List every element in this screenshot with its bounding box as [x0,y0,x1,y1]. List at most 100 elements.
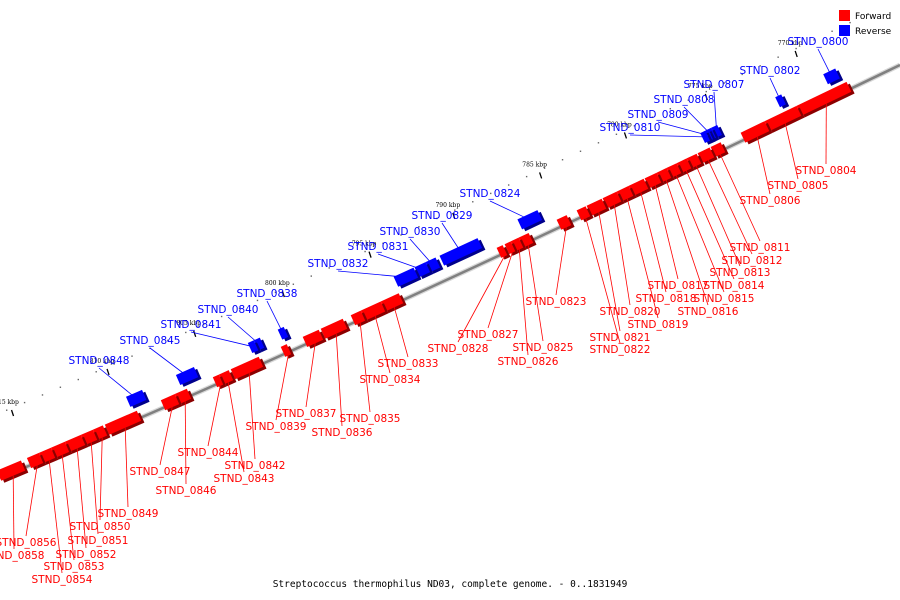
forward-gene-arrow[interactable] [496,245,508,258]
forward-gene-arrow[interactable] [302,329,324,347]
gene-label[interactable]: STND_0844 [178,447,239,459]
reverse-gene-arrow[interactable] [247,340,259,353]
gene-stnd-0849[interactable] [104,410,145,437]
gene-label[interactable]: STND_0827 [458,329,519,341]
gene-label[interactable]: STND_0858 [0,550,45,562]
gene-label[interactable]: STND_0842 [225,460,286,472]
forward-gene-arrow[interactable] [504,241,516,255]
forward-gene-arrow[interactable] [556,215,572,230]
gene-label[interactable]: STND_0806 [740,195,801,207]
gene-stnd-0840[interactable] [253,337,268,353]
gene-stnd-0828[interactable] [496,245,511,260]
gene-label[interactable]: STND_0826 [498,356,559,368]
gene-stnd-0802[interactable] [775,94,790,109]
gene-stnd-0822[interactable] [576,206,594,223]
gene-stnd-0852[interactable] [64,434,89,454]
reverse-gene-arrow[interactable] [253,337,265,351]
gene-stnd-0835[interactable] [350,310,369,327]
reverse-gene-arrow[interactable] [823,68,840,85]
gene-label[interactable]: STND_0835 [340,413,401,425]
gene-label[interactable]: STND_0823 [526,296,587,308]
forward-gene-arrow[interactable] [602,191,622,209]
forward-gene-arrow[interactable] [230,356,264,380]
forward-gene-arrow[interactable] [212,374,224,388]
gene-label[interactable]: STND_0800 [788,36,849,48]
gene-stnd-0823[interactable] [556,215,575,232]
gene-label[interactable]: STND_0816 [678,306,739,318]
forward-gene-arrow[interactable] [26,452,44,469]
gene-label[interactable]: STND_0812 [722,255,783,267]
gene-stnd-0832[interactable] [393,267,422,289]
gene-stnd-0834[interactable] [360,301,389,323]
gene-label[interactable]: STND_0852 [56,549,117,561]
gene-label[interactable]: STND_0832 [308,258,369,270]
gene-label[interactable]: STND_0847 [130,466,191,478]
reverse-gene-arrow[interactable] [517,210,543,230]
gene-stnd-0805[interactable] [764,105,805,133]
gene-label[interactable]: STND_0837 [276,408,337,420]
gene-label[interactable]: STND_0829 [412,210,473,222]
forward-gene-arrow[interactable] [64,434,86,452]
gene-label[interactable]: STND_0849 [98,508,159,520]
forward-gene-arrow[interactable] [280,344,292,357]
gene-stnd-0806[interactable] [740,121,773,145]
gene-label[interactable]: STND_0850 [70,521,131,533]
gene-label[interactable]: STND_0815 [694,293,755,305]
gene-stnd-0817[interactable] [644,172,665,191]
gene-label[interactable]: STND_0838 [237,288,298,300]
gene-label[interactable]: STND_0840 [198,304,259,316]
gene-label[interactable]: STND_0841 [161,319,222,331]
gene-label[interactable]: STND_0802 [740,65,801,77]
gene-stnd-0800[interactable] [823,68,844,86]
gene-label[interactable]: STND_0817 [648,280,709,292]
gene-stnd-0856[interactable] [26,452,47,470]
gene-label[interactable]: STND_0845 [120,335,181,347]
gene-stnd-0831[interactable] [414,262,434,279]
gene-label[interactable]: STND_0856 [0,537,57,549]
gene-label[interactable]: STND_0833 [378,358,439,370]
gene-label[interactable]: STND_0846 [156,485,217,497]
gene-label[interactable]: STND_0809 [628,109,689,121]
gene-label[interactable]: STND_0834 [360,374,421,386]
forward-gene-arrow[interactable] [764,105,802,132]
gene-label[interactable]: STND_0839 [246,421,307,433]
gene-stnd-0837[interactable] [302,329,327,349]
forward-gene-arrow[interactable] [104,410,142,435]
gene-label[interactable]: STND_0813 [710,267,771,279]
gene-stnd-0821[interactable] [586,198,610,218]
gene-label[interactable]: STND_0851 [68,535,129,547]
gene-label[interactable]: STND_0822 [590,344,651,356]
forward-gene-arrow[interactable] [0,460,26,481]
gene-label[interactable]: STND_0811 [730,242,791,254]
gene-stnd-0858[interactable] [0,460,29,483]
gene-label[interactable]: STND_0807 [684,79,745,91]
gene-stnd-0820[interactable] [602,191,625,210]
forward-gene-arrow[interactable] [160,394,180,411]
forward-gene-arrow[interactable] [380,293,404,312]
gene-label[interactable]: STND_0843 [214,473,275,485]
gene-label[interactable]: STND_0818 [636,293,697,305]
forward-gene-arrow[interactable] [586,198,607,216]
forward-gene-arrow[interactable] [320,318,348,339]
gene-label[interactable]: STND_0814 [704,280,765,292]
gene-stnd-0844[interactable] [212,374,227,390]
gene-label[interactable]: STND_0810 [600,122,661,134]
gene-label[interactable]: STND_0821 [590,332,651,344]
gene-label[interactable]: STND_0808 [654,94,715,106]
gene-stnd-0836[interactable] [320,318,351,341]
forward-gene-arrow[interactable] [697,147,715,164]
gene-label[interactable]: STND_0820 [600,306,661,318]
gene-stnd-0824[interactable] [517,210,546,232]
gene-label[interactable]: STND_0804 [796,165,857,177]
gene-label[interactable]: STND_0805 [768,180,829,192]
forward-gene-arrow[interactable] [644,172,662,189]
gene-label[interactable]: STND_0819 [628,319,689,331]
gene-label[interactable]: STND_0830 [380,226,441,238]
gene-label[interactable]: STND_0824 [460,188,521,200]
gene-label[interactable]: STND_0828 [428,343,489,355]
forward-gene-arrow[interactable] [796,81,852,116]
forward-gene-arrow[interactable] [576,206,591,221]
gene-stnd-0833[interactable] [380,293,407,314]
gene-label[interactable]: STND_0848 [69,355,130,367]
gene-stnd-0841[interactable] [247,340,262,355]
